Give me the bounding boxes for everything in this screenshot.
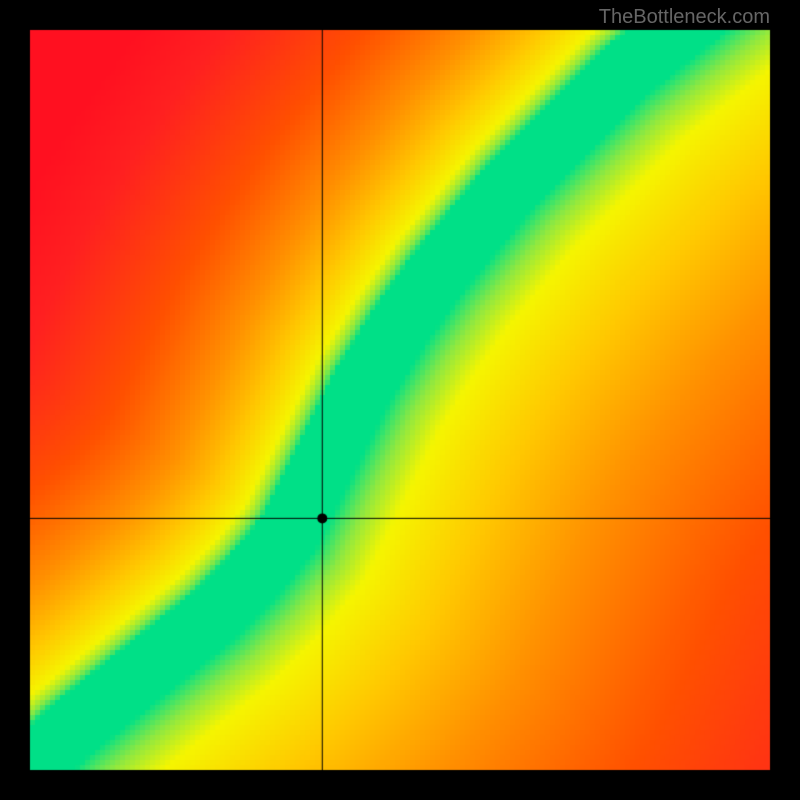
watermark-text: TheBottleneck.com bbox=[599, 6, 770, 29]
chart-container: TheBottleneck.com bbox=[0, 0, 800, 800]
bottleneck-heatmap bbox=[0, 0, 800, 800]
